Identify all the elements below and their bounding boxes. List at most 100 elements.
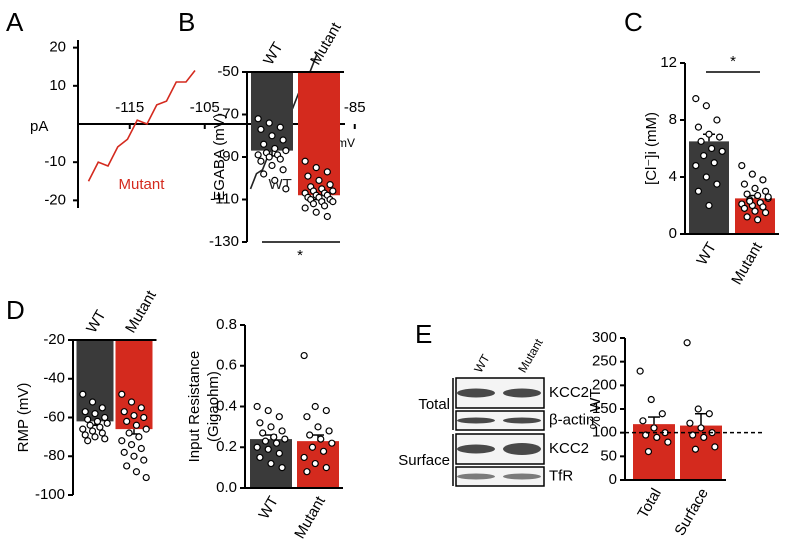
category-label: Mutant <box>307 19 345 68</box>
y-tick-label: 50 <box>600 447 617 464</box>
data-point <box>140 413 148 422</box>
data-point <box>267 423 275 431</box>
data-point <box>275 449 283 457</box>
data-point <box>713 116 721 124</box>
data-point <box>686 419 694 427</box>
lane-label: Mutant <box>515 336 546 375</box>
band-label: KCC2 <box>549 384 589 401</box>
y-tick-label: -130 <box>209 233 239 250</box>
data-point <box>636 367 644 375</box>
data-point <box>101 435 109 443</box>
blot-band <box>503 443 541 455</box>
data-point <box>103 419 111 427</box>
data-point <box>764 193 772 201</box>
data-point <box>275 413 283 421</box>
blot-band <box>457 388 495 398</box>
data-point <box>268 132 276 140</box>
data-point <box>329 187 337 195</box>
data-point <box>314 423 322 431</box>
data-point <box>256 419 264 427</box>
data-point <box>697 137 705 145</box>
data-point <box>323 212 331 221</box>
bar <box>689 141 729 234</box>
data-point <box>279 136 287 144</box>
data-point <box>308 443 317 451</box>
data-point <box>311 459 319 468</box>
data-point <box>86 421 94 429</box>
data-point <box>692 95 700 103</box>
data-point <box>761 209 770 217</box>
band-label: TfR <box>549 467 573 484</box>
blot-band <box>503 388 541 398</box>
data-point <box>639 417 647 425</box>
data-point <box>123 417 131 425</box>
lane-label: WT <box>471 351 493 375</box>
y-tick-label: -70 <box>217 105 239 122</box>
data-point <box>711 443 719 451</box>
data-point <box>311 402 319 411</box>
data-point <box>132 421 141 429</box>
y-tick-label: 0.8 <box>216 316 237 333</box>
data-point <box>329 198 337 206</box>
data-point <box>135 433 143 441</box>
y-tick-label: 250 <box>592 353 617 370</box>
data-point <box>702 102 710 110</box>
data-point <box>718 147 726 155</box>
y-tick-label: -50 <box>217 63 239 80</box>
data-point <box>140 456 148 464</box>
data-point <box>265 119 273 127</box>
data-point <box>754 191 762 200</box>
category-label: Mutant <box>122 287 160 336</box>
data-point <box>710 159 718 167</box>
data-point <box>301 157 309 165</box>
data-point <box>268 161 276 170</box>
panel-label: C <box>624 7 643 37</box>
trace <box>87 70 196 182</box>
data-point <box>708 144 716 153</box>
data-point <box>692 162 700 170</box>
data-point <box>700 152 708 160</box>
y-tick-label: -20 <box>43 331 65 348</box>
x-tick-label: -115 <box>115 99 144 116</box>
significance-star: * <box>730 53 736 70</box>
y-tick-label: 100 <box>592 424 617 441</box>
data-point <box>142 473 150 482</box>
y-tick-label: 150 <box>592 400 617 417</box>
data-point <box>691 445 700 453</box>
data-point <box>689 431 697 439</box>
blot-band <box>503 417 541 424</box>
data-point <box>278 427 286 435</box>
category-label: Total <box>634 485 665 521</box>
data-point <box>88 398 97 406</box>
data-point <box>301 204 309 212</box>
panel-label: A <box>6 7 24 37</box>
y-tick-label: 0.4 <box>216 397 237 414</box>
y-tick-label: -60 <box>43 408 65 425</box>
y-axis-label: RMP (mV) <box>15 383 32 453</box>
data-point <box>694 187 703 195</box>
y-tick-label: -40 <box>43 370 65 387</box>
blot-band <box>457 417 495 424</box>
data-point <box>118 390 126 398</box>
data-point <box>96 423 104 431</box>
legend-label: Mutant <box>119 176 166 193</box>
data-point <box>132 468 141 476</box>
category-label: WT <box>83 307 109 336</box>
y-tick-label: 0.6 <box>216 357 237 374</box>
data-point <box>272 439 281 447</box>
data-point <box>88 427 97 435</box>
data-point <box>326 181 334 189</box>
data-point <box>279 166 287 174</box>
data-point <box>751 184 759 192</box>
data-point <box>322 406 330 415</box>
data-point <box>264 445 272 453</box>
x-tick-label: -85 <box>344 99 366 116</box>
data-point <box>137 404 145 412</box>
data-point <box>261 437 270 445</box>
y-tick-label: 0.2 <box>216 438 237 455</box>
y-axis-label: EGABA (mV) <box>211 113 228 201</box>
data-point <box>658 410 666 418</box>
data-point <box>705 410 713 418</box>
data-point <box>84 415 92 424</box>
data-point <box>664 438 672 446</box>
